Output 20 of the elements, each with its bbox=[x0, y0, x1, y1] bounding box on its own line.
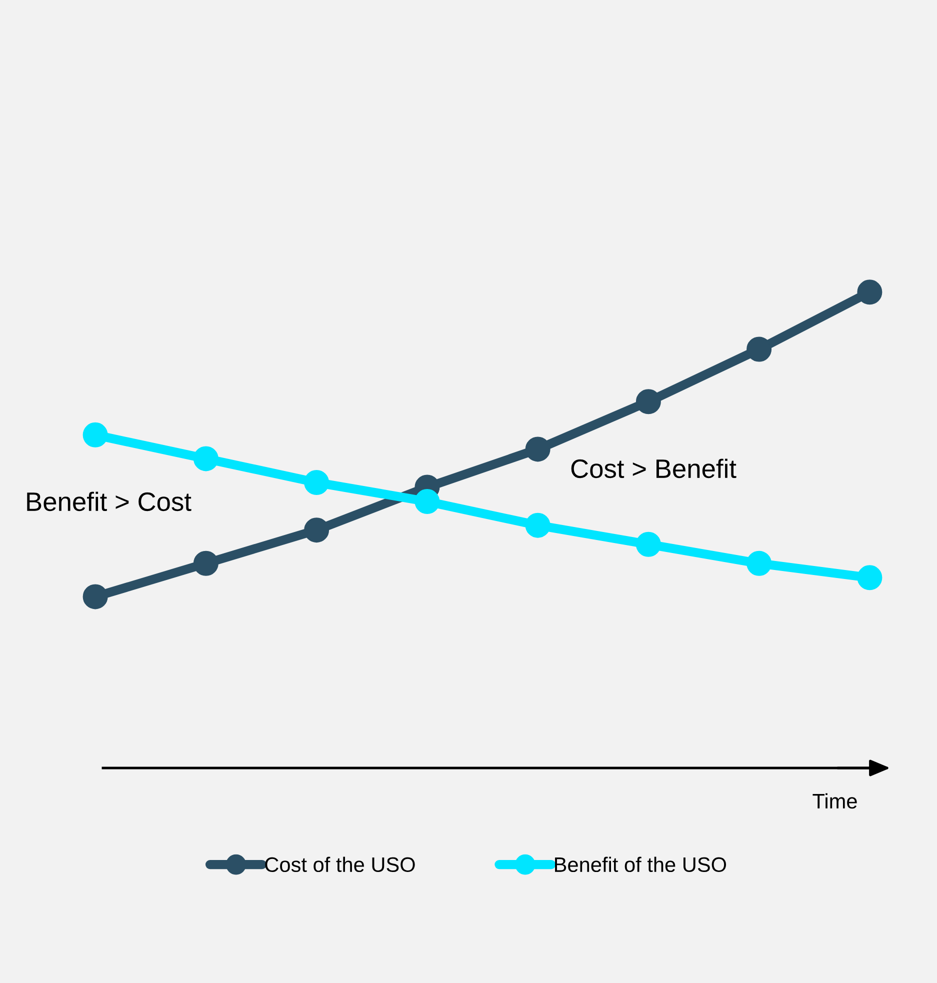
x-axis-title: Time bbox=[812, 793, 857, 809]
point bbox=[857, 565, 882, 590]
point bbox=[746, 336, 772, 362]
point bbox=[82, 422, 108, 448]
legend-label: Cost of the USO bbox=[265, 856, 415, 872]
point bbox=[636, 389, 661, 414]
point bbox=[857, 280, 882, 305]
point bbox=[304, 518, 330, 543]
point bbox=[304, 470, 330, 495]
point bbox=[525, 436, 550, 462]
annotation: Benefit > Cost bbox=[27, 492, 192, 512]
point bbox=[414, 489, 440, 514]
point bbox=[193, 446, 218, 472]
point bbox=[525, 512, 550, 538]
point bbox=[193, 550, 218, 576]
point bbox=[636, 532, 661, 557]
point bbox=[82, 584, 108, 610]
legend-label: Benefit of the USO bbox=[555, 856, 726, 872]
annotation: Cost > Benefit bbox=[571, 458, 736, 478]
point bbox=[746, 550, 772, 576]
